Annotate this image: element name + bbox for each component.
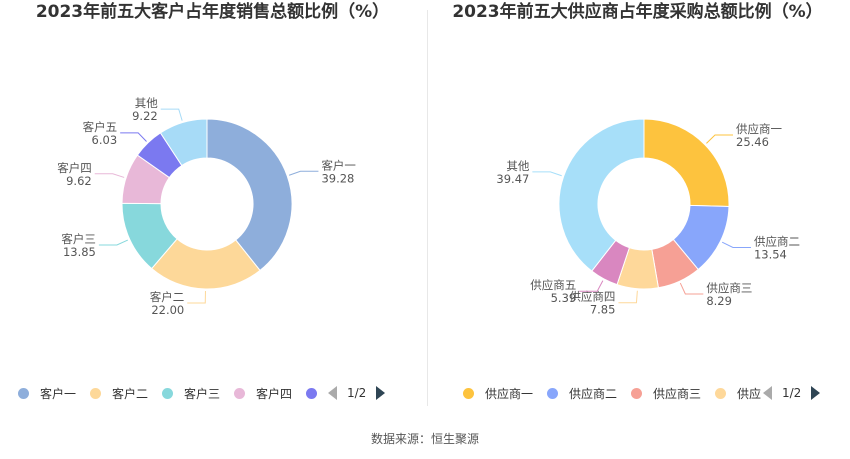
legend-dot-icon xyxy=(162,387,174,399)
legend-dot-icon xyxy=(715,387,727,399)
donut-slice[interactable] xyxy=(206,118,293,272)
leader-line xyxy=(187,290,206,304)
legend-dot-icon xyxy=(306,387,318,399)
legend-label: 客户一 xyxy=(40,386,77,401)
slice-label-name: 客户四 xyxy=(57,161,92,175)
data-source: 数据来源：恒生聚源 xyxy=(370,432,479,446)
panel-divider xyxy=(427,10,428,406)
slice-label-value: 5.39 xyxy=(551,291,577,305)
legend-next-icon[interactable] xyxy=(811,386,821,400)
legend-item[interactable]: 客户五 xyxy=(306,385,328,402)
slice-label-name: 供应商五 xyxy=(530,278,576,292)
legend-label: 供应商二 xyxy=(569,386,618,401)
slice-label-value: 13.54 xyxy=(754,247,787,261)
legend-pager: 1/2 xyxy=(328,386,386,400)
leader-line xyxy=(721,241,751,248)
donut-slice[interactable] xyxy=(643,118,730,207)
legend-dot-icon xyxy=(547,387,559,399)
legend-page-indicator: 1/2 xyxy=(347,386,367,400)
supplier-chart-panel: 2023年前五大供应商占年度采购总额比例（%） 供应商一 25.46 供应商二 13.… xyxy=(425,0,850,420)
slice-label-value: 25.46 xyxy=(736,135,769,149)
legend-item[interactable]: 客户三 xyxy=(162,385,220,402)
legend-item[interactable]: 供应商一 xyxy=(463,385,533,402)
leader-line xyxy=(120,132,147,142)
slice-label-value: 8.29 xyxy=(706,294,732,308)
slice-label-value: 9.62 xyxy=(66,174,92,188)
slice-label-value: 7.85 xyxy=(590,303,616,317)
leader-line xyxy=(288,170,319,176)
legend-dot-icon xyxy=(234,387,246,399)
legend-pager: 1/2 xyxy=(763,386,821,400)
slice-label-name: 供应商四 xyxy=(569,290,615,304)
legend-label: 供应商一 xyxy=(485,386,534,401)
slice-label-name: 客户二 xyxy=(150,290,185,304)
slice-label-name: 其他 xyxy=(135,96,158,110)
leader-line xyxy=(94,173,125,178)
legend-label: 供应商三 xyxy=(653,386,702,401)
slice-label-name: 其他 xyxy=(506,159,529,173)
legend: 供应商一 供应商二 供应商三 供应 1/2 xyxy=(463,383,821,403)
leader-line xyxy=(579,280,604,292)
legend-next-icon[interactable] xyxy=(376,386,386,400)
slice-label-name: 客户一 xyxy=(321,158,356,172)
donut-slice[interactable] xyxy=(558,118,645,272)
slice-label-name: 供应商一 xyxy=(736,122,782,136)
donut-slice[interactable] xyxy=(159,118,208,167)
slice-label-value: 22.00 xyxy=(151,303,184,317)
legend-dot-icon xyxy=(463,387,474,399)
slice-label-value: 39.28 xyxy=(321,171,354,185)
legend-items: 客户一 客户二 客户三 客户四客户五 xyxy=(18,385,328,402)
slice-label-name: 客户三 xyxy=(61,232,96,246)
legend-item[interactable]: 供应商二 xyxy=(547,385,617,402)
leader-line xyxy=(618,290,638,304)
legend-prev-icon[interactable] xyxy=(763,386,772,400)
legend-dot-icon xyxy=(18,387,29,399)
legend-dot-icon xyxy=(90,387,102,399)
slice-label-name: 供应商二 xyxy=(754,234,800,248)
slice-label-value: 39.47 xyxy=(496,172,529,186)
legend-items: 供应商一 供应商二 供应商三 供应 xyxy=(463,385,763,402)
chart-title: 2023年前五大客户占年度销售总额比例（%） xyxy=(35,2,390,22)
slice-label-value: 9.22 xyxy=(132,109,158,123)
legend-item[interactable]: 客户二 xyxy=(90,385,148,402)
leader-line xyxy=(706,134,734,144)
chart-title: 2023年前五大供应商占年度采购总额比例（%） xyxy=(452,2,823,22)
slice-label-value: 13.85 xyxy=(63,245,96,259)
legend-item[interactable]: 供应商三 xyxy=(631,385,701,402)
legend-item[interactable]: 客户四 xyxy=(234,385,292,402)
slice-label-name: 供应商三 xyxy=(706,281,752,295)
legend-label: 供应 xyxy=(737,386,762,401)
legend: 客户一 客户二 客户三 客户四客户五 1/2 xyxy=(18,383,386,403)
slice-label-name: 客户五 xyxy=(83,120,118,134)
legend-label: 客户三 xyxy=(184,386,221,401)
legend-label: 客户四 xyxy=(256,386,293,401)
leader-line xyxy=(98,239,129,246)
leader-line xyxy=(532,171,562,177)
legend-page-indicator: 1/2 xyxy=(782,386,802,400)
leader-line xyxy=(160,108,183,121)
legend-item[interactable]: 供应 xyxy=(715,385,761,402)
legend-dot-icon xyxy=(631,387,643,399)
leader-line xyxy=(679,282,704,295)
legend-prev-icon[interactable] xyxy=(328,386,337,400)
legend-item[interactable]: 客户一 xyxy=(18,385,76,402)
slice-label-value: 6.03 xyxy=(92,133,118,147)
customer-chart-panel: 2023年前五大客户占年度销售总额比例（%） 客户一 39.28 客户二 22.00 客… xyxy=(0,0,425,420)
legend-label: 客户二 xyxy=(112,386,149,401)
